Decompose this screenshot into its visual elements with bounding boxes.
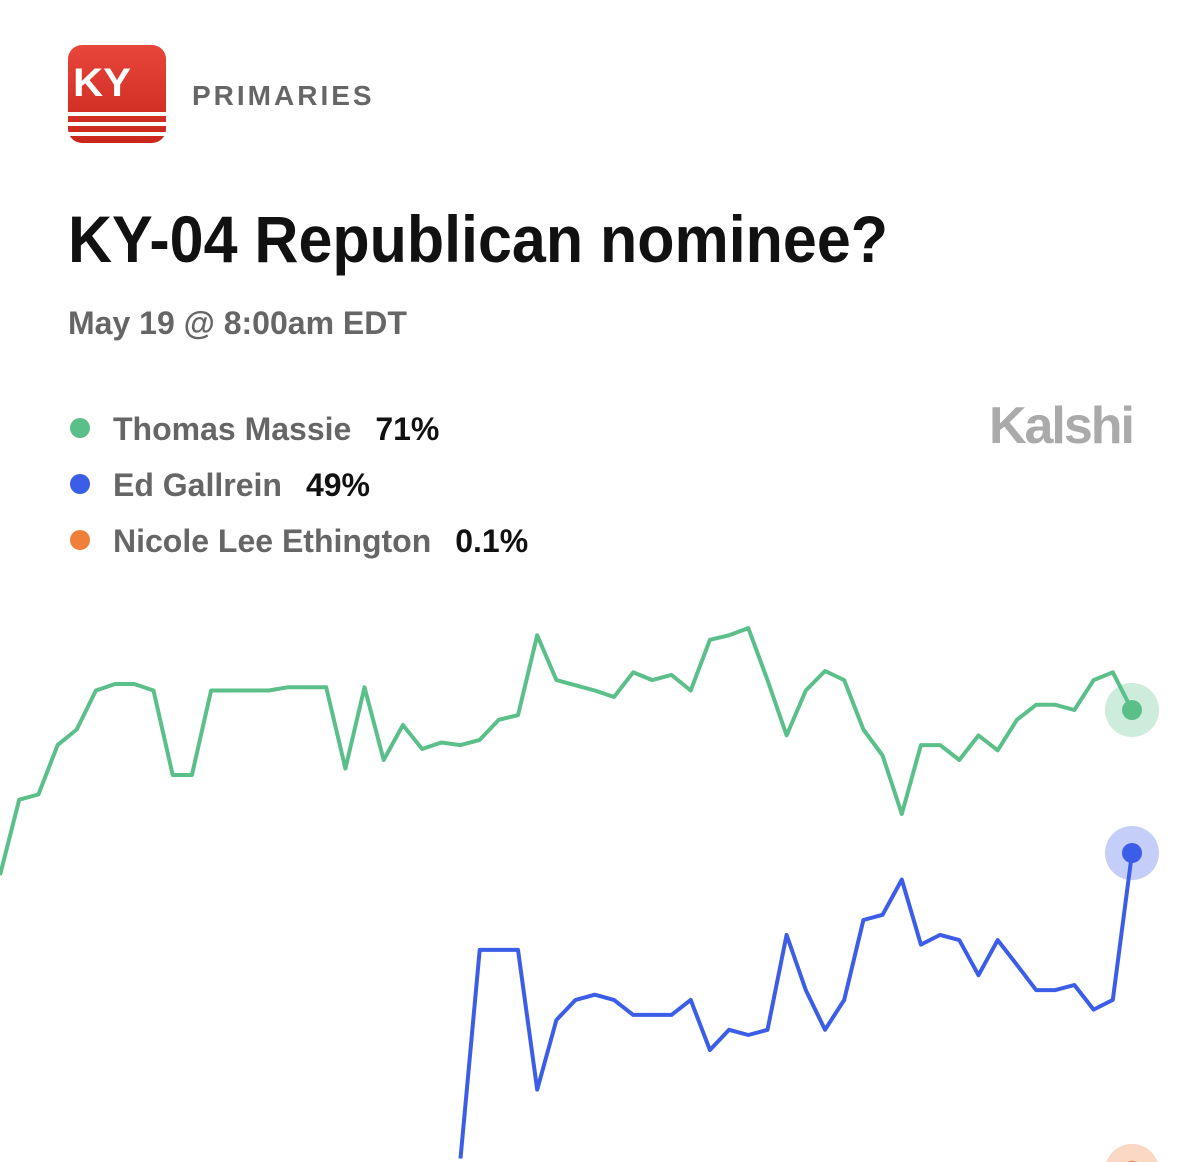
- legend-value: 49%: [306, 467, 370, 503]
- legend-dot: [70, 530, 90, 550]
- badge-stripe: [68, 112, 166, 116]
- end-halo: [1106, 1143, 1158, 1162]
- legend-dot: [70, 418, 90, 438]
- badge-stripe: [68, 132, 166, 136]
- category-label: PRIMARIES: [192, 80, 375, 111]
- market-subtitle: May 19 @ 8:00am EDT: [68, 305, 407, 341]
- legend: Thomas Massie 71% Ed Gallrein 49% Nicole Lee…: [70, 411, 528, 559]
- badge-text: KY: [73, 61, 131, 105]
- legend-dot: [70, 474, 90, 494]
- end-dot: [1122, 843, 1142, 863]
- badge-background: [68, 45, 166, 143]
- plot-area: [0, 626, 1159, 1162]
- legend-name: Thomas Massie: [113, 411, 351, 447]
- price-line: [0, 626, 1134, 876]
- end-dot: [1122, 700, 1142, 720]
- state-badge: KY: [68, 45, 166, 143]
- legend-value: 71%: [375, 411, 439, 447]
- legend-name: Ed Gallrein: [113, 467, 282, 503]
- legend-value: 0.1%: [455, 523, 528, 559]
- badge-stripe: [68, 122, 166, 126]
- price-line: [458, 852, 1134, 1159]
- market-title: KY-04 Republican nominee?: [68, 202, 888, 276]
- legend-name: Nicole Lee Ethington: [113, 523, 431, 559]
- source-watermark: Kalshi: [989, 397, 1133, 455]
